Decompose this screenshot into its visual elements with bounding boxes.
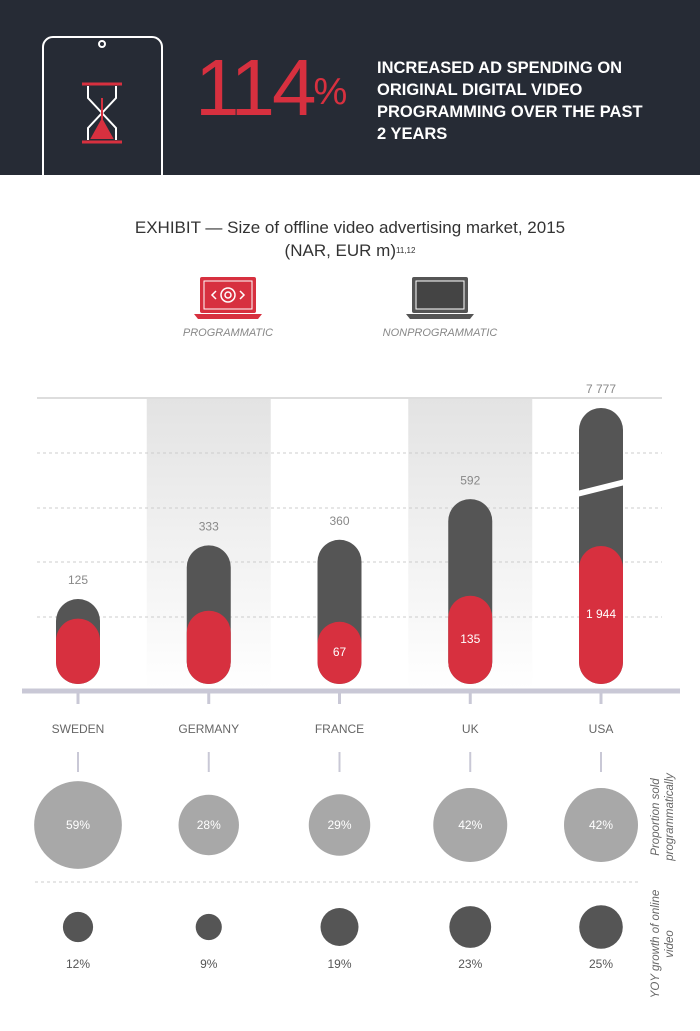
proportion-bubble [433, 787, 508, 863]
legend-glyph [224, 291, 232, 299]
header-text: INCREASED AD SPENDING ON ORIGINAL DIGITA… [377, 59, 643, 143]
bar-programmatic [579, 546, 623, 684]
x-tick-label: SWEDEN [52, 722, 105, 736]
x-tick-label: UK [462, 722, 479, 736]
bubble-label: YOY growth of online video [650, 889, 676, 999]
bar-programmatic [186, 610, 231, 684]
stat: 114% [195, 48, 347, 128]
legend-screen-inner [415, 280, 465, 310]
proportion-label: 28% [197, 818, 221, 832]
growth-bubble [195, 913, 222, 941]
legend-label: NONPROGRAMMATIC [383, 327, 498, 339]
title-text: EXHIBIT — Size of offline video advertis… [134, 218, 566, 260]
chart-title: EXHIBIT — Size of offline video advertis… [130, 216, 570, 262]
legend-icon [406, 277, 474, 319]
legend-base [406, 314, 474, 319]
growth-label: 25% [589, 957, 613, 971]
total-label: 7 777 [586, 382, 616, 396]
total-label: 125 [68, 573, 88, 587]
legend-icon [194, 277, 262, 319]
tablet-icon [42, 36, 163, 198]
bar-programmatic [448, 595, 493, 684]
title-note: 11,12 [396, 246, 416, 255]
proportion-bubble [178, 794, 239, 856]
growth-label: 12% [66, 957, 90, 971]
proportion-label: 42% [589, 818, 613, 832]
bar-programmatic [56, 618, 100, 684]
axis-break [577, 479, 625, 498]
bubble-label: Proportion sold programmatically [650, 773, 676, 861]
legend-base [194, 314, 262, 319]
proportion-bubble [308, 794, 371, 856]
growth-label: 19% [327, 957, 351, 971]
proportion-label: 59% [66, 818, 90, 832]
legend-glyph [220, 287, 236, 303]
programmatic-label: 135 [460, 632, 480, 646]
proportion-label: 29% [327, 818, 351, 832]
x-tick-label: USA [589, 722, 614, 736]
proportion-bubble [34, 781, 122, 869]
programmatic-label: 1 944 [586, 607, 616, 621]
proportion-label: 42% [458, 818, 482, 832]
legend-label: PROGRAMMATIC [183, 327, 273, 339]
total-label: 333 [199, 519, 219, 533]
growth-bubble [62, 911, 94, 943]
x-tick-label: FRANCE [315, 722, 364, 736]
bar-programmatic [317, 621, 362, 684]
growth-bubble [579, 905, 623, 949]
total-label: 360 [329, 514, 349, 528]
proportion-bubble [563, 787, 639, 863]
legend-glyph [210, 290, 246, 300]
programmatic-label: 67 [333, 645, 347, 659]
x-tick-label: GERMANY [178, 722, 239, 736]
stat-value: 114 [195, 43, 317, 132]
growth-bubble [449, 906, 492, 948]
growth-bubble [320, 908, 359, 946]
total-label: 592 [460, 473, 480, 487]
growth-label: 23% [458, 957, 482, 971]
stat-unit: % [313, 71, 348, 113]
growth-label: 9% [200, 957, 218, 971]
